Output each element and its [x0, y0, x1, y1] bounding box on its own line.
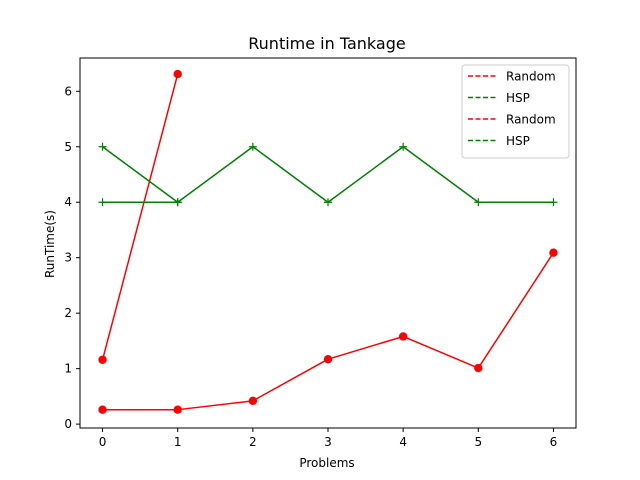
- y-tick-label: 5: [64, 140, 72, 154]
- data-point: [98, 405, 107, 414]
- data-point: [549, 248, 558, 257]
- legend-label: HSP: [506, 134, 530, 148]
- plot-area: 0 1 2 3 4 5 6 0 1 2 3 4 5 6: [64, 57, 577, 449]
- data-point: [173, 69, 182, 79]
- data-point: [98, 355, 107, 364]
- x-tick-label: 0: [99, 435, 107, 449]
- x-tick-label: 4: [399, 435, 407, 449]
- data-point: [549, 198, 558, 207]
- legend-box: [461, 64, 570, 159]
- series-line-2: [102, 146, 179, 203]
- data-point: [173, 405, 182, 414]
- y-tick-label: 6: [64, 84, 72, 98]
- data-point: [399, 142, 408, 151]
- data-point: [248, 396, 258, 406]
- x-axis-label: Problems: [299, 456, 354, 470]
- data-point: [98, 198, 107, 207]
- data-point: [173, 198, 182, 207]
- data-point: [248, 142, 257, 151]
- data-point: [98, 142, 107, 151]
- y-axis-label: RunTime(s): [43, 210, 57, 278]
- series-line-0: [101, 73, 179, 360]
- legend-label: Random: [506, 70, 556, 84]
- y-tick-label: 2: [64, 306, 72, 320]
- x-tick-label: 5: [474, 435, 482, 449]
- y-tick-label: 3: [64, 251, 72, 265]
- data-point: [474, 198, 483, 207]
- x-tick-label: 6: [550, 435, 558, 449]
- data-point: [398, 332, 408, 341]
- legend: Random HSP Random HSP: [461, 64, 570, 159]
- y-tick-label: 4: [64, 195, 72, 209]
- data-point: [323, 355, 333, 364]
- legend-label: Random: [506, 113, 556, 127]
- x-tick-label: 3: [324, 435, 332, 449]
- legend-label: HSP: [506, 91, 530, 105]
- y-tick-label: 1: [64, 362, 72, 376]
- data-point: [474, 363, 483, 373]
- x-tick-label: 1: [174, 435, 182, 449]
- y-tick-label: 0: [64, 417, 72, 431]
- data-point: [324, 198, 332, 207]
- chart-title: Runtime in Tankage: [248, 34, 405, 53]
- x-tick-label: 2: [249, 435, 257, 449]
